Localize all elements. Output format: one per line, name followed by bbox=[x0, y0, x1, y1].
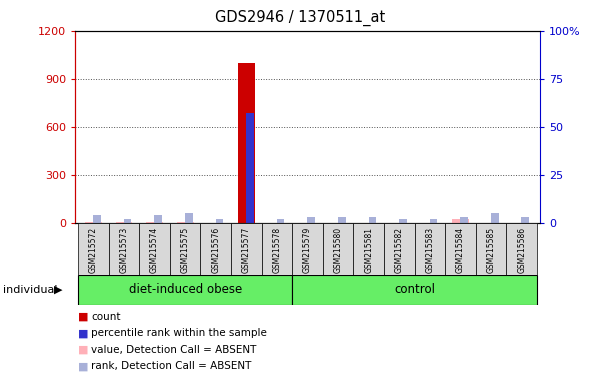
Bar bbox=[200, 223, 231, 275]
Bar bbox=[116, 222, 133, 223]
Bar bbox=[452, 219, 469, 223]
Bar bbox=[307, 217, 315, 223]
Bar bbox=[292, 275, 537, 305]
Bar bbox=[338, 217, 346, 223]
Text: rank, Detection Call = ABSENT: rank, Detection Call = ABSENT bbox=[91, 361, 251, 371]
Text: GSM215581: GSM215581 bbox=[364, 227, 373, 273]
Text: GSM215574: GSM215574 bbox=[150, 227, 159, 273]
Bar bbox=[476, 223, 506, 275]
Text: GSM215578: GSM215578 bbox=[272, 227, 281, 273]
Bar bbox=[109, 223, 139, 275]
Bar bbox=[430, 219, 437, 223]
Bar bbox=[399, 219, 407, 223]
Text: GSM215584: GSM215584 bbox=[456, 227, 465, 273]
Text: GSM215586: GSM215586 bbox=[517, 227, 526, 273]
Bar bbox=[491, 213, 499, 223]
Bar bbox=[415, 223, 445, 275]
Bar bbox=[323, 223, 353, 275]
Text: GSM215585: GSM215585 bbox=[487, 227, 496, 273]
Text: individual: individual bbox=[3, 285, 58, 295]
Text: GDS2946 / 1370511_at: GDS2946 / 1370511_at bbox=[215, 10, 385, 26]
Text: percentile rank within the sample: percentile rank within the sample bbox=[91, 328, 267, 338]
Bar bbox=[246, 113, 254, 223]
Bar bbox=[277, 219, 284, 223]
Text: GSM215580: GSM215580 bbox=[334, 227, 343, 273]
Text: GSM215572: GSM215572 bbox=[89, 227, 98, 273]
Bar bbox=[177, 222, 194, 223]
Bar bbox=[292, 223, 323, 275]
Text: GSM215575: GSM215575 bbox=[181, 227, 190, 273]
Text: GSM215577: GSM215577 bbox=[242, 227, 251, 273]
Bar bbox=[506, 223, 537, 275]
Text: diet-induced obese: diet-induced obese bbox=[128, 283, 242, 296]
Bar bbox=[368, 217, 376, 223]
Bar bbox=[139, 223, 170, 275]
Text: ■: ■ bbox=[78, 312, 89, 322]
Text: ■: ■ bbox=[78, 361, 89, 371]
Text: value, Detection Call = ABSENT: value, Detection Call = ABSENT bbox=[91, 345, 257, 355]
Bar bbox=[154, 215, 162, 223]
Bar bbox=[146, 222, 163, 223]
Text: ▶: ▶ bbox=[54, 285, 62, 295]
Text: GSM215579: GSM215579 bbox=[303, 227, 312, 273]
Bar bbox=[78, 223, 109, 275]
Bar bbox=[185, 213, 193, 223]
Text: GSM215573: GSM215573 bbox=[119, 227, 128, 273]
Bar bbox=[93, 215, 101, 223]
Text: count: count bbox=[91, 312, 121, 322]
Text: GSM215576: GSM215576 bbox=[211, 227, 220, 273]
Bar bbox=[384, 223, 415, 275]
Text: ■: ■ bbox=[78, 328, 89, 338]
Bar bbox=[521, 217, 529, 223]
Bar bbox=[445, 223, 476, 275]
Bar bbox=[460, 217, 468, 223]
Bar bbox=[238, 63, 255, 223]
Bar bbox=[124, 219, 131, 223]
Bar bbox=[215, 219, 223, 223]
Text: control: control bbox=[394, 283, 435, 296]
Bar bbox=[231, 223, 262, 275]
Bar bbox=[262, 223, 292, 275]
Bar bbox=[170, 223, 200, 275]
Text: GSM215582: GSM215582 bbox=[395, 227, 404, 273]
Bar bbox=[78, 275, 292, 305]
Text: GSM215583: GSM215583 bbox=[425, 227, 434, 273]
Text: ■: ■ bbox=[78, 345, 89, 355]
Bar bbox=[353, 223, 384, 275]
